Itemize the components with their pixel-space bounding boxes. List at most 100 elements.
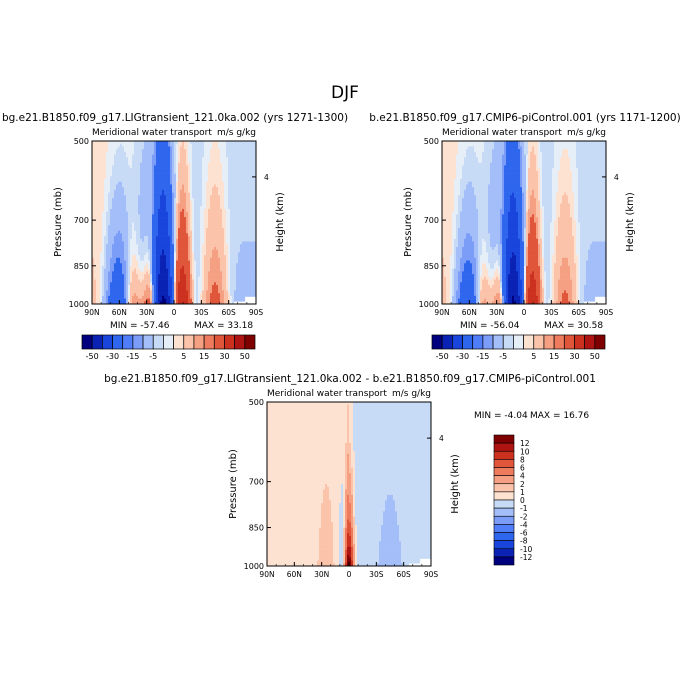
field-cell: [188, 189, 191, 193]
field-cell: [250, 274, 253, 278]
field-cell: [112, 162, 115, 166]
field-cell: [254, 282, 257, 286]
field-cell: [134, 249, 137, 253]
field-cell: [100, 165, 103, 169]
field-cell: [138, 146, 141, 150]
field-cell: [160, 295, 163, 299]
field-cell: [200, 149, 203, 153]
field-cell: [182, 290, 185, 294]
field-cell: [226, 233, 229, 237]
field-cell: [146, 249, 149, 253]
field-cell: [166, 206, 169, 210]
field-cell: [116, 260, 119, 264]
field-cell: [166, 279, 169, 283]
field-cell: [120, 146, 123, 150]
field-cell: [150, 287, 153, 291]
field-cell: [108, 157, 111, 161]
field-cell: [196, 298, 199, 302]
field-cell: [198, 211, 201, 215]
field-cell: [222, 181, 225, 185]
field-cell: [224, 249, 227, 253]
field-cell: [126, 143, 129, 147]
field-cell: [116, 214, 119, 218]
field-cell: [148, 219, 151, 223]
field-cell: [228, 187, 231, 191]
field-cell: [158, 279, 161, 283]
field-cell: [210, 233, 213, 237]
field-cell: [198, 165, 201, 169]
field-cell: [130, 246, 133, 250]
field-cell: [150, 238, 153, 242]
field-cell: [236, 217, 239, 221]
field-cell: [170, 214, 173, 218]
field-cell: [118, 225, 121, 229]
field-cell: [154, 295, 157, 299]
field-cell: [104, 214, 107, 218]
field-cell: [206, 206, 209, 210]
field-cell: [208, 200, 211, 204]
field-cell: [110, 176, 113, 180]
field-cell: [252, 268, 255, 272]
field-cell: [148, 222, 151, 226]
field-cell: [110, 143, 113, 147]
field-cell: [118, 157, 121, 161]
field-cell: [92, 179, 95, 183]
field-cell: [106, 214, 109, 218]
field-cell: [250, 233, 253, 237]
field-cell: [172, 293, 175, 297]
field-cell: [236, 198, 239, 202]
field-cell: [156, 154, 159, 158]
field-cell: [186, 238, 189, 242]
field-cell: [210, 227, 213, 231]
field-cell: [252, 225, 255, 229]
field-cell: [92, 249, 95, 253]
field-cell: [152, 271, 155, 275]
field-cell: [218, 225, 221, 229]
field-cell: [190, 279, 193, 283]
field-cell: [230, 236, 233, 240]
field-cell: [202, 293, 205, 297]
field-cell: [104, 276, 107, 280]
field-cell: [100, 268, 103, 272]
field-cell: [238, 279, 241, 283]
field-cell: [254, 255, 257, 259]
field-cell: [148, 263, 151, 267]
field-cell: [190, 236, 193, 240]
field-cell: [152, 241, 155, 245]
field-cell: [172, 301, 175, 305]
field-cell: [204, 149, 207, 153]
field-cell: [138, 295, 141, 299]
field-cell: [218, 230, 221, 234]
field-cell: [146, 179, 149, 183]
field-cell: [190, 217, 193, 221]
field-cell: [208, 168, 211, 172]
field-cell: [224, 149, 227, 153]
field-cell: [118, 206, 121, 210]
field-cell: [228, 260, 231, 264]
field-cell: [210, 154, 213, 158]
field-cell: [158, 192, 161, 196]
field-cell: [144, 274, 147, 278]
field-cell: [244, 149, 247, 153]
field-cell: [120, 236, 123, 240]
field-cell: [186, 211, 189, 215]
field-cell: [122, 249, 125, 253]
field-cell: [208, 154, 211, 158]
field-cell: [122, 236, 125, 240]
field-cell: [246, 170, 249, 174]
field-cell: [216, 257, 219, 261]
field-cell: [112, 173, 115, 177]
field-cell: [204, 241, 207, 245]
field-cell: [110, 181, 113, 185]
field-cell: [212, 198, 215, 202]
field-cell: [160, 233, 163, 237]
field-cell: [118, 198, 121, 202]
field-cell: [168, 287, 171, 291]
field-cell: [152, 181, 155, 185]
field-cell: [226, 176, 229, 180]
field-cell: [192, 170, 195, 174]
field-cell: [242, 211, 245, 215]
field-cell: [242, 246, 245, 250]
field-cell: [206, 287, 209, 291]
field-cell: [206, 290, 209, 294]
